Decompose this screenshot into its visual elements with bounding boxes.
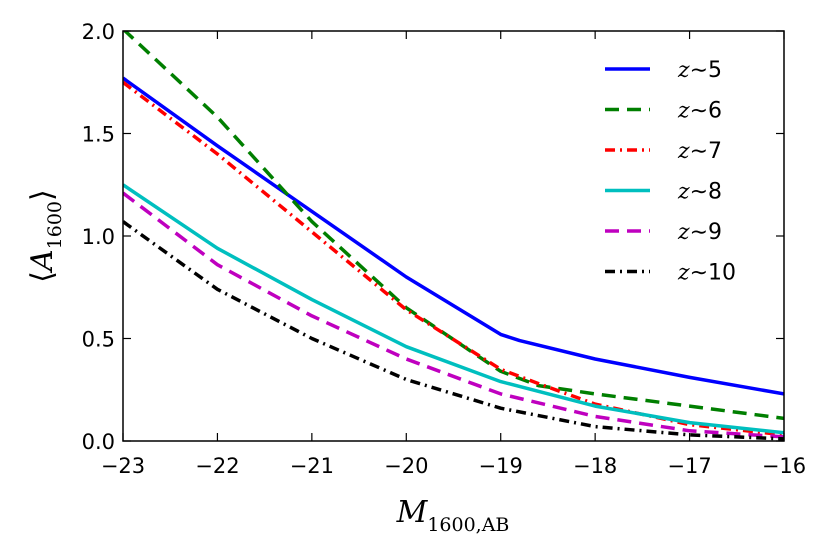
- legend-label: z∼9: [677, 220, 722, 245]
- legend-item-z-6: z∼6: [605, 99, 722, 124]
- legend-item-z-7: z∼7: [605, 139, 722, 164]
- y-tick-label: 1.0: [82, 225, 115, 249]
- x-axis-label: M1600,AB: [396, 495, 510, 536]
- legend-label: z∼6: [677, 99, 722, 124]
- series-line-z-9: [123, 191, 784, 439]
- x-tick-label: −19: [479, 454, 523, 478]
- y-tick-label: 1.5: [82, 123, 115, 147]
- legend-item-z-10: z∼10: [605, 261, 736, 286]
- x-tick-label: −20: [384, 454, 428, 478]
- series-layer: [123, 31, 784, 441]
- legend: z∼5 z∼6 z∼7 z∼8 z∼9 z∼10: [605, 58, 736, 286]
- legend-label: z∼10: [677, 261, 736, 286]
- legend-label: z∼8: [677, 180, 722, 205]
- series-line-z-10: [123, 220, 784, 441]
- x-tick-label: −17: [667, 454, 711, 478]
- series-line-z-5: [123, 76, 784, 396]
- x-tick-label: −23: [101, 454, 145, 478]
- series-line-z-6: [123, 31, 784, 421]
- legend-item-z-8: z∼8: [605, 180, 722, 205]
- y-axis-label: ⟨A1600⟩: [25, 189, 66, 282]
- legend-label: z∼5: [677, 58, 722, 83]
- x-tick-label: −16: [762, 454, 806, 478]
- y-tick-label: 0.5: [82, 328, 115, 352]
- legend-item-z-9: z∼9: [605, 220, 722, 245]
- x-tick-label: −18: [573, 454, 617, 478]
- series-line-z-8: [123, 183, 784, 435]
- tick-layer: −23 −22 −21 −20 −19 −18 −17 −16 0.0 0.5 1.0 1.5 2.0: [82, 20, 807, 478]
- series-line-z-7: [123, 80, 784, 437]
- legend-item-z-5: z∼5: [605, 58, 722, 83]
- legend-label: z∼7: [677, 139, 722, 164]
- x-tick-label: −21: [290, 454, 334, 478]
- x-tick-label: −22: [195, 454, 239, 478]
- y-tick-label: 2.0: [82, 20, 115, 44]
- y-tick-label: 0.0: [82, 430, 115, 454]
